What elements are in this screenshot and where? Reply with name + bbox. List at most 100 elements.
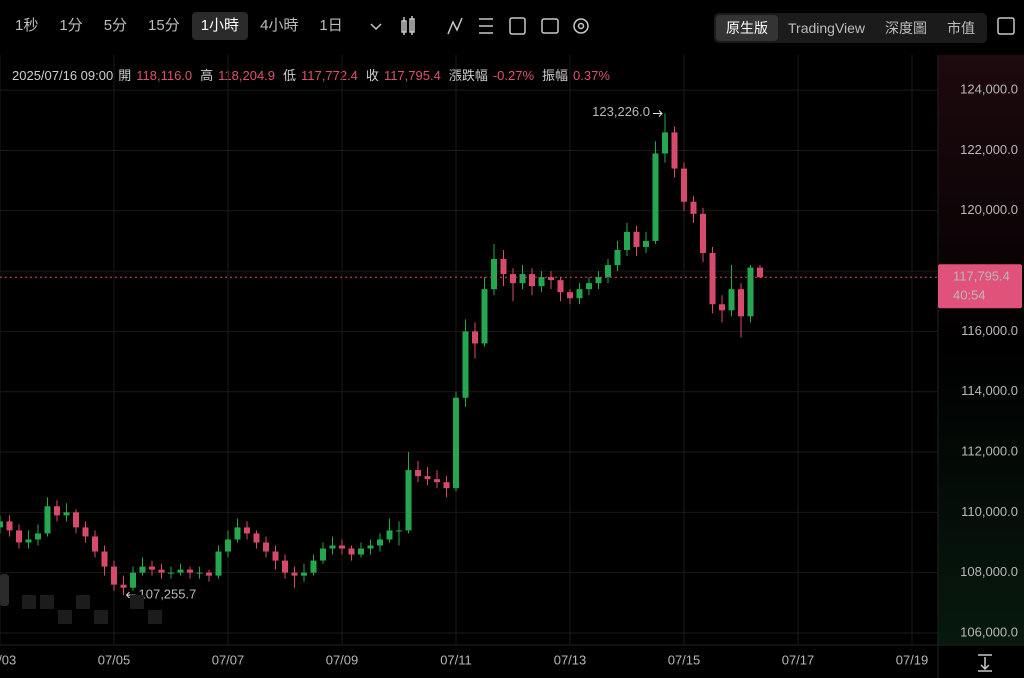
candle-body	[548, 277, 554, 281]
x-tick-label: 07/03	[0, 652, 16, 667]
settings-icon[interactable]	[573, 18, 589, 34]
info-value: 117,795.4	[383, 68, 441, 83]
candle-body	[234, 527, 241, 540]
fullscreen-icon[interactable]	[997, 17, 1015, 35]
min-label: 107,255.7	[139, 587, 197, 602]
x-tick-label: 07/05	[98, 652, 131, 667]
interval-button[interactable]: 4小時	[260, 17, 299, 34]
candle-body	[709, 252, 716, 305]
toolbar-icons[interactable]	[370, 16, 1015, 672]
x-tick-label: 07/19	[896, 652, 929, 667]
candle-body	[595, 277, 602, 284]
compare-icon[interactable]	[509, 17, 526, 35]
interval-button[interactable]: 1分	[59, 17, 83, 34]
candle-type-icon[interactable]	[401, 16, 415, 35]
candle-body	[462, 331, 469, 398]
watermark	[22, 595, 162, 624]
candle-body	[747, 267, 754, 317]
candle-body	[196, 572, 203, 574]
info-label: 振幅	[542, 68, 569, 83]
side-toggle[interactable]	[0, 574, 9, 606]
candle-body	[719, 304, 725, 311]
candle-body	[215, 551, 222, 576]
candle-body	[538, 277, 545, 287]
info-value: 117,772.4	[301, 68, 358, 83]
candle-body	[491, 259, 497, 290]
candle-body	[728, 289, 735, 311]
candle-body	[690, 201, 697, 214]
view-button[interactable]: 深度圖	[885, 20, 928, 36]
candle-body	[263, 542, 269, 552]
x-tick-label: 07/09	[326, 652, 359, 667]
candle-body	[434, 479, 440, 483]
candle-body	[272, 551, 279, 561]
candle-body	[291, 572, 298, 576]
y-tick-label: 106,000.0	[960, 624, 1018, 639]
candle-body	[472, 331, 478, 344]
interval-bar: 1秒 1分 5分 15分 1小時 4小時 1日	[6, 12, 355, 40]
max-label: 123,226.0	[592, 104, 650, 119]
view-button[interactable]: 市值	[947, 20, 976, 36]
candle-body	[187, 569, 193, 573]
x-tick-label: 07/11	[440, 652, 472, 667]
interval-button[interactable]: 1小時	[191, 12, 249, 40]
candle-body	[700, 213, 706, 253]
interval-button[interactable]: 5分	[103, 17, 128, 34]
candle-body	[377, 539, 383, 546]
candle-body	[405, 470, 412, 531]
candle-body	[158, 569, 165, 573]
candle-body	[662, 132, 668, 154]
candle-body	[510, 274, 516, 284]
info-value: 118,204.9	[218, 68, 276, 83]
candle-body	[348, 548, 355, 555]
candle-body	[301, 572, 307, 576]
axis-panel	[938, 55, 1024, 645]
more-intervals-icon[interactable]	[370, 23, 382, 31]
candle-body	[557, 280, 564, 293]
y-tick-label: 114,000.0	[961, 383, 1018, 398]
view-button[interactable]: 原生版	[716, 15, 778, 41]
indicator-icon[interactable]	[447, 17, 463, 35]
candle-body	[481, 289, 488, 344]
info-label: 收	[365, 68, 379, 83]
candle-body	[386, 530, 393, 540]
candle-body	[329, 545, 336, 549]
candle-body	[282, 560, 288, 573]
candle-body	[567, 292, 573, 299]
view-switch: 原生版 TradingView 深度圖 市值	[714, 13, 988, 43]
candle-body	[63, 512, 70, 516]
info-datetime: 2025/07/16 09:00	[12, 68, 114, 83]
candle-body	[44, 506, 51, 534]
candle-body	[130, 572, 136, 588]
interval-button[interactable]: 15分	[148, 17, 180, 34]
scale-icon[interactable]	[978, 654, 992, 672]
y-tick-label: 122,000.0	[960, 142, 1018, 157]
candle-body	[320, 548, 326, 561]
template-icon[interactable]	[541, 18, 559, 34]
candle-body	[0, 521, 3, 528]
candle-body	[149, 566, 155, 570]
candle-body	[415, 470, 421, 477]
y-tick-label: 120,000.0	[960, 202, 1018, 217]
candle-body	[633, 231, 640, 247]
info-label: 低	[283, 68, 297, 83]
candle-body	[82, 527, 89, 537]
candle-body	[738, 289, 744, 317]
candle-body	[453, 397, 459, 489]
candle-body	[614, 249, 621, 266]
view-button[interactable]: TradingView	[788, 20, 866, 36]
y-tick-label: 124,000.0	[960, 82, 1018, 97]
last-price-label: 117,795.4	[953, 269, 1010, 284]
candle-body	[757, 267, 763, 278]
info-label: 高	[200, 68, 214, 83]
interval-button[interactable]: 1日	[319, 17, 343, 34]
plot	[0, 113, 938, 596]
candle-body	[139, 566, 146, 573]
x-tick-label: 07/15	[668, 652, 701, 667]
drawing-icon[interactable]	[479, 18, 493, 34]
candle-body	[576, 289, 583, 299]
interval-button[interactable]: 1秒	[15, 17, 39, 34]
y-tick-label: 112,000.0	[961, 443, 1018, 458]
candle-body	[443, 482, 450, 489]
